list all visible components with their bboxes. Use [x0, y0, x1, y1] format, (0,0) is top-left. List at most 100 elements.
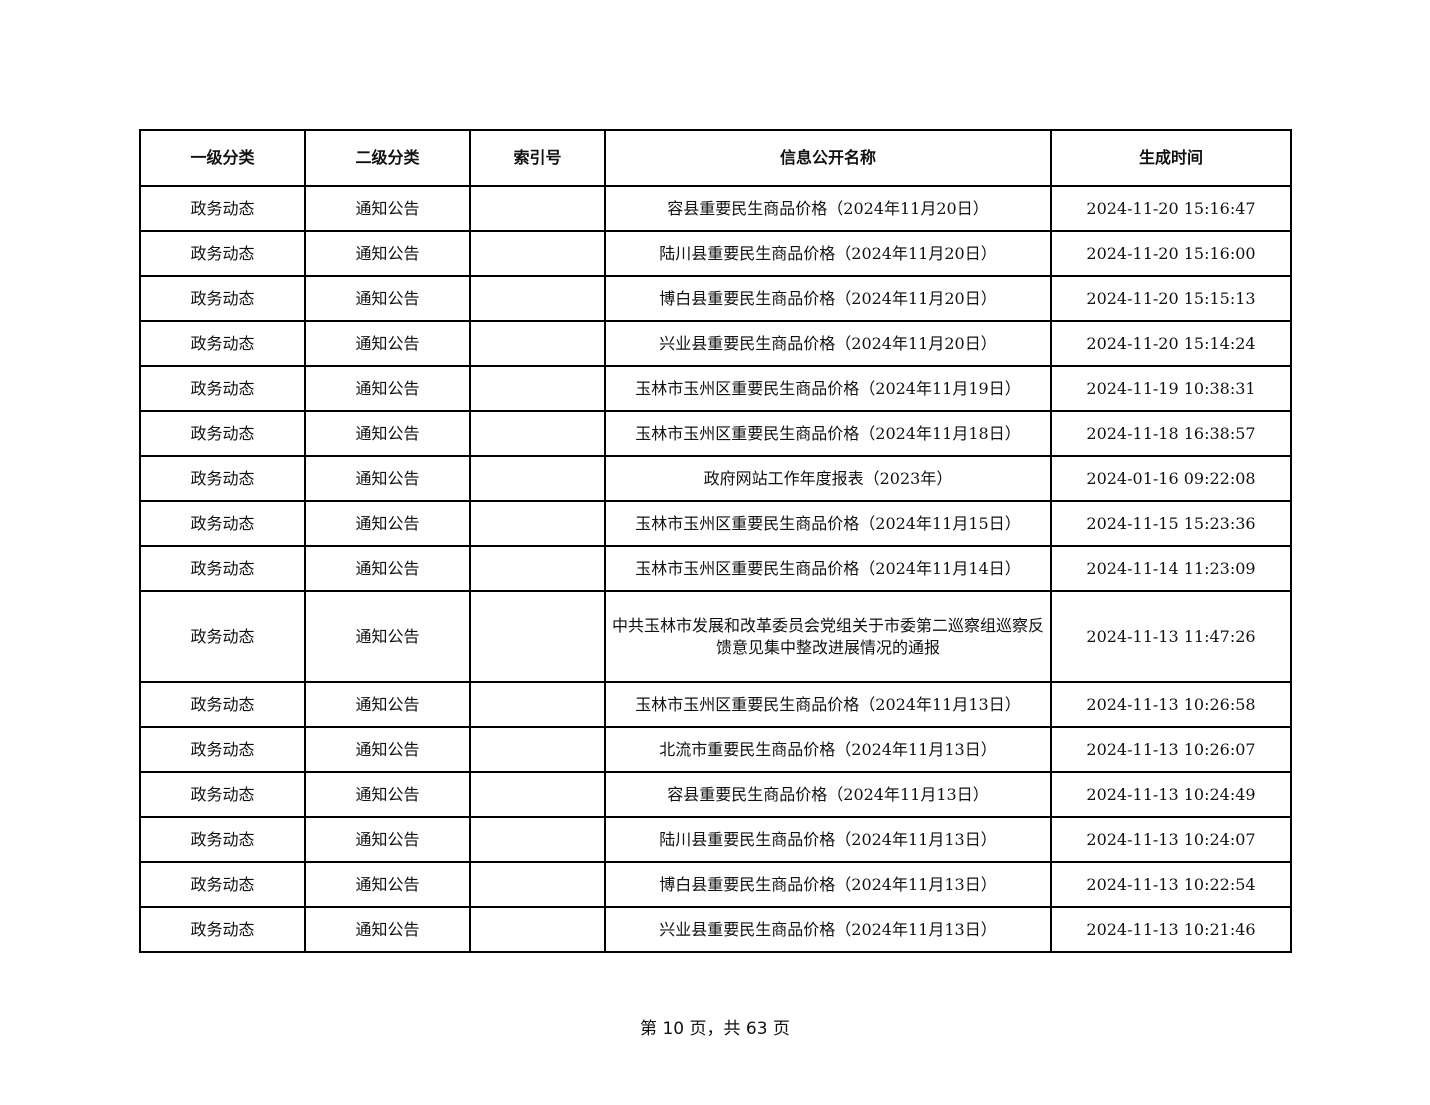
table-row: 政务动态 通知公告 博白县重要民生商品价格（2024年11月13日） 2024-11-… [139, 861, 1292, 908]
cell-index-number [469, 816, 606, 863]
cell-generated-time: 2024-11-20 15:16:47 [1050, 185, 1292, 232]
cell-generated-time: 2024-11-14 11:23:09 [1050, 545, 1292, 592]
cell-generated-time: 2024-11-18 16:38:57 [1050, 410, 1292, 457]
cell-generated-time: 2024-11-13 10:24:07 [1050, 816, 1292, 863]
cell-info-name: 玉林市玉州区重要民生商品价格（2024年11月19日） [604, 365, 1052, 412]
cell-level1-category: 政务动态 [139, 320, 306, 367]
cell-level2-category: 通知公告 [304, 726, 471, 773]
cell-info-name: 玉林市玉州区重要民生商品价格（2024年11月18日） [604, 410, 1052, 457]
cell-generated-time: 2024-11-20 15:15:13 [1050, 275, 1292, 322]
cell-level1-category: 政务动态 [139, 275, 306, 322]
cell-generated-time: 2024-11-20 15:14:24 [1050, 320, 1292, 367]
cell-level1-category: 政务动态 [139, 861, 306, 908]
header-info-name: 信息公开名称 [604, 129, 1052, 187]
cell-level1-category: 政务动态 [139, 681, 306, 728]
cell-level1-category: 政务动态 [139, 590, 306, 683]
cell-index-number [469, 726, 606, 773]
cell-level1-category: 政务动态 [139, 771, 306, 818]
cell-info-name: 兴业县重要民生商品价格（2024年11月13日） [604, 906, 1052, 953]
cell-index-number [469, 590, 606, 683]
cell-info-name: 政府网站工作年度报表（2023年） [604, 455, 1052, 502]
info-disclosure-table: 一级分类 二级分类 索引号 信息公开名称 生成时间 政务动态 通知公告 容县重要民生… [139, 129, 1292, 953]
table-row: 政务动态 通知公告 兴业县重要民生商品价格（2024年11月20日） 2024-11-… [139, 320, 1292, 367]
table-row: 政务动态 通知公告 玉林市玉州区重要民生商品价格（2024年11月18日） 2024-… [139, 410, 1292, 457]
cell-info-name: 玉林市玉州区重要民生商品价格（2024年11月14日） [604, 545, 1052, 592]
cell-generated-time: 2024-11-13 10:26:58 [1050, 681, 1292, 728]
cell-level2-category: 通知公告 [304, 455, 471, 502]
table-row: 政务动态 通知公告 陆川县重要民生商品价格（2024年11月20日） 2024-11-… [139, 230, 1292, 277]
cell-level2-category: 通知公告 [304, 185, 471, 232]
cell-level2-category: 通知公告 [304, 861, 471, 908]
cell-level1-category: 政务动态 [139, 816, 306, 863]
cell-index-number [469, 681, 606, 728]
table-row: 政务动态 通知公告 容县重要民生商品价格（2024年11月13日） 2024-11-1… [139, 771, 1292, 818]
table-row: 政务动态 通知公告 中共玉林市发展和改革委员会党组关于市委第二巡察组巡察反馈意见集中… [139, 590, 1292, 683]
table-row: 政务动态 通知公告 博白县重要民生商品价格（2024年11月20日） 2024-11-… [139, 275, 1292, 322]
cell-generated-time: 2024-11-13 10:26:07 [1050, 726, 1292, 773]
cell-level2-category: 通知公告 [304, 410, 471, 457]
cell-info-name: 北流市重要民生商品价格（2024年11月13日） [604, 726, 1052, 773]
cell-level2-category: 通知公告 [304, 500, 471, 547]
cell-level1-category: 政务动态 [139, 230, 306, 277]
cell-level1-category: 政务动态 [139, 455, 306, 502]
header-generated-time: 生成时间 [1050, 129, 1292, 187]
cell-level1-category: 政务动态 [139, 545, 306, 592]
cell-index-number [469, 861, 606, 908]
table-row: 政务动态 通知公告 政府网站工作年度报表（2023年） 2024-01-16 09:2… [139, 455, 1292, 502]
cell-info-name: 玉林市玉州区重要民生商品价格（2024年11月15日） [604, 500, 1052, 547]
cell-generated-time: 2024-11-20 15:16:00 [1050, 230, 1292, 277]
cell-index-number [469, 545, 606, 592]
cell-generated-time: 2024-11-13 10:24:49 [1050, 771, 1292, 818]
cell-info-name: 容县重要民生商品价格（2024年11月13日） [604, 771, 1052, 818]
table-row: 政务动态 通知公告 玉林市玉州区重要民生商品价格（2024年11月13日） 2024-… [139, 681, 1292, 728]
table-row: 政务动态 通知公告 陆川县重要民生商品价格（2024年11月13日） 2024-11-… [139, 816, 1292, 863]
cell-level1-category: 政务动态 [139, 185, 306, 232]
cell-level2-category: 通知公告 [304, 320, 471, 367]
cell-level2-category: 通知公告 [304, 365, 471, 412]
header-level2-category: 二级分类 [304, 129, 471, 187]
table-row: 政务动态 通知公告 容县重要民生商品价格（2024年11月20日） 2024-11-2… [139, 185, 1292, 232]
cell-index-number [469, 185, 606, 232]
cell-generated-time: 2024-11-15 15:23:36 [1050, 500, 1292, 547]
cell-info-name: 陆川县重要民生商品价格（2024年11月13日） [604, 816, 1052, 863]
cell-index-number [469, 771, 606, 818]
table-row: 政务动态 通知公告 玉林市玉州区重要民生商品价格（2024年11月14日） 2024-… [139, 545, 1292, 592]
table-row: 政务动态 通知公告 北流市重要民生商品价格（2024年11月13日） 2024-11-… [139, 726, 1292, 773]
cell-info-name: 玉林市玉州区重要民生商品价格（2024年11月13日） [604, 681, 1052, 728]
page-footer: 第 10 页，共 63 页 [640, 1019, 790, 1039]
cell-level2-category: 通知公告 [304, 816, 471, 863]
cell-index-number [469, 410, 606, 457]
cell-generated-time: 2024-11-13 10:21:46 [1050, 906, 1292, 953]
cell-index-number [469, 320, 606, 367]
table-header-row: 一级分类 二级分类 索引号 信息公开名称 生成时间 [139, 129, 1292, 187]
cell-index-number [469, 906, 606, 953]
cell-index-number [469, 275, 606, 322]
cell-level2-category: 通知公告 [304, 771, 471, 818]
cell-generated-time: 2024-11-19 10:38:31 [1050, 365, 1292, 412]
cell-level1-category: 政务动态 [139, 500, 306, 547]
cell-level1-category: 政务动态 [139, 365, 306, 412]
cell-info-name: 兴业县重要民生商品价格（2024年11月20日） [604, 320, 1052, 367]
cell-level2-category: 通知公告 [304, 681, 471, 728]
header-index-number: 索引号 [469, 129, 606, 187]
cell-generated-time: 2024-11-13 11:47:26 [1050, 590, 1292, 683]
cell-level2-category: 通知公告 [304, 906, 471, 953]
table-row: 政务动态 通知公告 玉林市玉州区重要民生商品价格（2024年11月15日） 2024-… [139, 500, 1292, 547]
cell-info-name: 博白县重要民生商品价格（2024年11月20日） [604, 275, 1052, 322]
cell-level2-category: 通知公告 [304, 275, 471, 322]
cell-info-name: 博白县重要民生商品价格（2024年11月13日） [604, 861, 1052, 908]
cell-level2-category: 通知公告 [304, 545, 471, 592]
header-level1-category: 一级分类 [139, 129, 306, 187]
cell-info-name: 中共玉林市发展和改革委员会党组关于市委第二巡察组巡察反馈意见集中整改进展情况的通… [604, 590, 1052, 683]
cell-generated-time: 2024-01-16 09:22:08 [1050, 455, 1292, 502]
table-body: 政务动态 通知公告 容县重要民生商品价格（2024年11月20日） 2024-11-2… [139, 185, 1292, 953]
cell-generated-time: 2024-11-13 10:22:54 [1050, 861, 1292, 908]
cell-level2-category: 通知公告 [304, 590, 471, 683]
cell-index-number [469, 500, 606, 547]
cell-level1-category: 政务动态 [139, 410, 306, 457]
table-row: 政务动态 通知公告 兴业县重要民生商品价格（2024年11月13日） 2024-11-… [139, 906, 1292, 953]
cell-index-number [469, 455, 606, 502]
cell-info-name: 容县重要民生商品价格（2024年11月20日） [604, 185, 1052, 232]
cell-info-name: 陆川县重要民生商品价格（2024年11月20日） [604, 230, 1052, 277]
cell-level2-category: 通知公告 [304, 230, 471, 277]
